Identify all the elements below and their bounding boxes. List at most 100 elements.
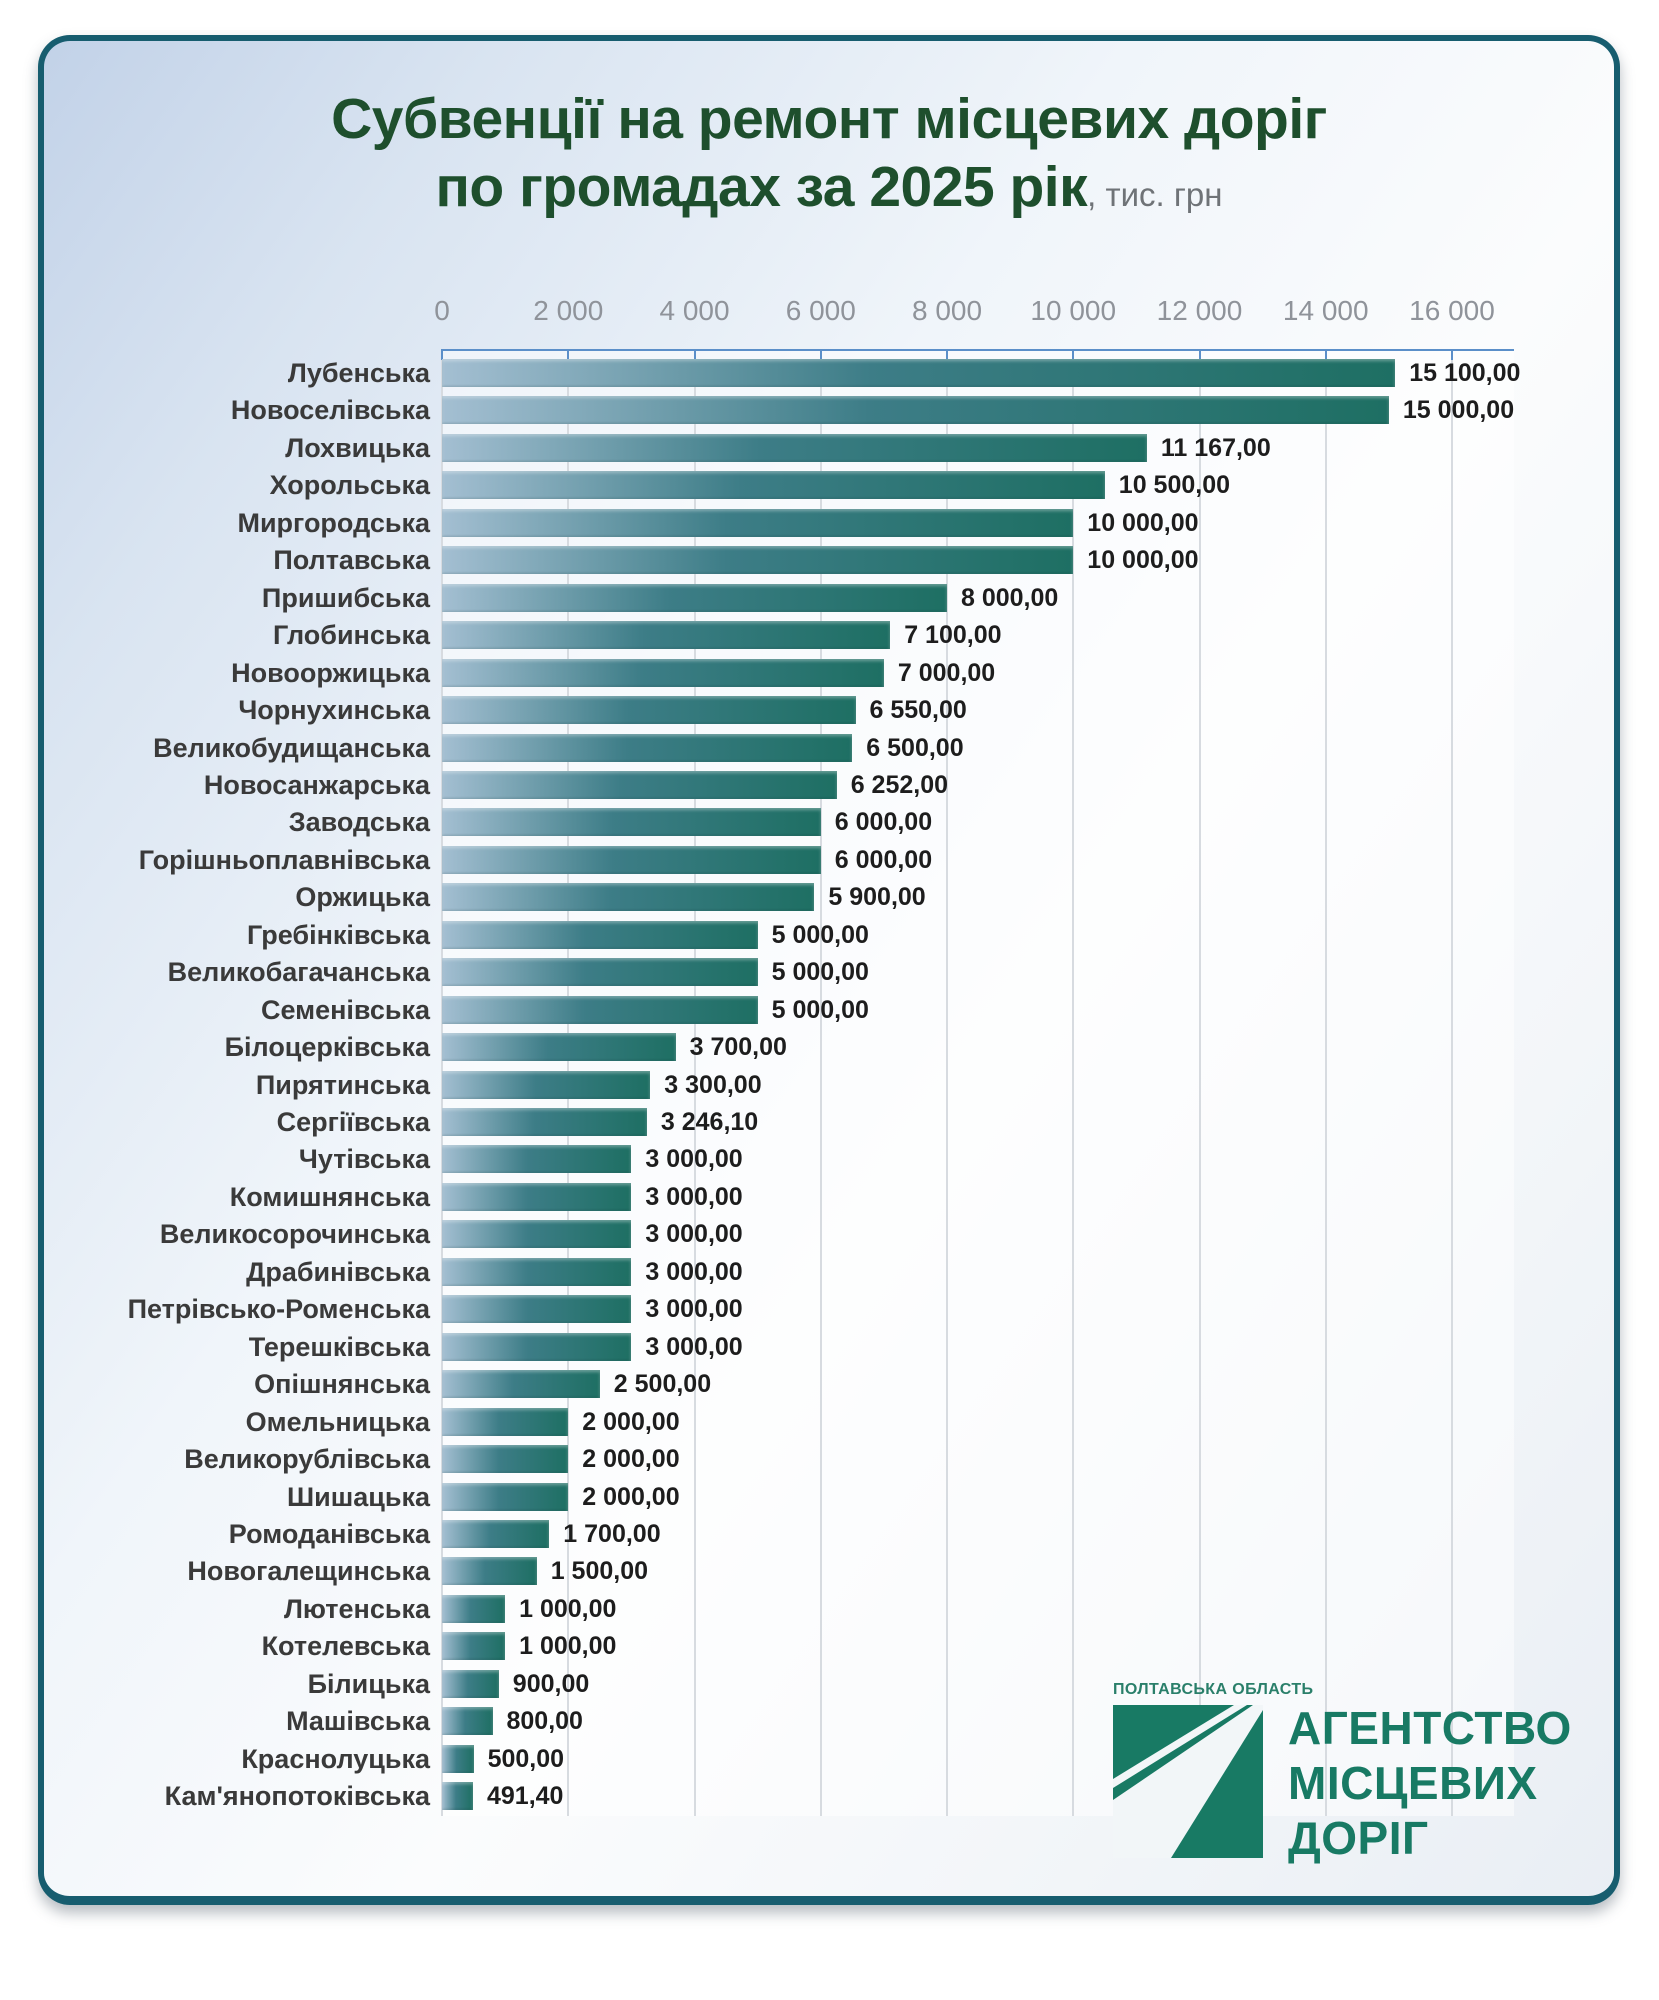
bar <box>442 509 1074 537</box>
x-axis-tick-label: 16 000 <box>1409 295 1495 326</box>
bar <box>442 1595 506 1623</box>
bar-row: Петрівсько-Роменська 3 000,00 <box>44 1294 1614 1324</box>
bar-row: Лохвицька 11 167,00 <box>44 433 1614 463</box>
x-gridline <box>819 351 822 1816</box>
bar-row: Сергіївська 3 246,10 <box>44 1107 1614 1137</box>
x-gridline <box>1451 351 1453 1816</box>
x-axis-tick-mark <box>441 349 443 360</box>
bar <box>442 359 1396 387</box>
bar-value-label: 6 000,00 <box>834 808 933 836</box>
x-gridline <box>1324 351 1327 1816</box>
bar-value-label: 3 000,00 <box>645 1333 743 1361</box>
bar-row: Чорнухинська 6 550,00 <box>44 695 1614 725</box>
bar <box>442 659 884 687</box>
bar-category-label: Гребінківська <box>246 920 430 950</box>
bar-row: Котелевська 1 000,00 <box>44 1631 1614 1661</box>
x-axis-tick-mark <box>1072 349 1075 360</box>
chart-card: Субвенції на ремонт місцевих доріг по гр… <box>38 35 1620 1905</box>
bar-row: Пирятинська 3 300,00 <box>44 1070 1614 1100</box>
bar-category-label: Заводська <box>288 807 430 837</box>
bar-value-label: 900,00 <box>512 1670 590 1698</box>
bar-value-label: 3 246,10 <box>660 1108 759 1136</box>
bar-category-label: Терешківська <box>248 1332 430 1362</box>
bar-row: Полтавська 10 000,00 <box>44 545 1614 575</box>
x-gridline <box>1072 351 1075 1816</box>
bar-category-label: Горішньоплавнівська <box>138 845 430 875</box>
bar-value-label: 3 000,00 <box>645 1145 743 1173</box>
bar <box>442 1220 632 1248</box>
bar <box>442 1782 473 1810</box>
bar-category-label: Новосанжарська <box>203 770 430 800</box>
x-gridline <box>1198 351 1201 1816</box>
bar <box>442 1745 474 1773</box>
bar-category-label: Білицька <box>307 1669 430 1699</box>
bar <box>442 1520 550 1548</box>
bar <box>442 471 1105 499</box>
bar-value-label: 1 000,00 <box>519 1595 617 1623</box>
x-axis-tick-label: 4 000 <box>659 295 730 326</box>
bar <box>442 1295 632 1323</box>
bar <box>442 434 1147 462</box>
x-axis-tick-mark <box>567 349 570 360</box>
bar-row: Семенівська 5 000,00 <box>44 995 1614 1025</box>
x-axis-tick-label: 2 000 <box>533 295 604 326</box>
bar-value-label: 10 000,00 <box>1087 509 1199 537</box>
bar-category-label: Кам'янопотоківська <box>164 1781 430 1811</box>
bar-row: Великобагачанська 5 000,00 <box>44 957 1614 987</box>
bar-value-label: 1 700,00 <box>563 1520 661 1548</box>
chart-title-line2: по громадах за 2025 рік <box>435 155 1088 220</box>
bar-row: Комишнянська 3 000,00 <box>44 1182 1614 1212</box>
bar <box>442 1483 569 1511</box>
bar-category-label: Великобагачанська <box>167 957 430 987</box>
bar-category-label: Драбинівська <box>246 1257 430 1287</box>
bar-category-label: Великобудищанська <box>153 733 430 763</box>
logo-road-icon <box>1113 1705 1263 1858</box>
x-axis-tick-mark <box>1324 349 1327 360</box>
x-axis-tick-label: 0 <box>434 295 450 326</box>
bar-category-label: Глобинська <box>273 620 430 650</box>
logo-agency-name-line1: АГЕНТСТВО <box>1288 1702 1572 1754</box>
bar-category-label: Чорнухинська <box>238 695 430 725</box>
bar-value-label: 6 500,00 <box>866 734 964 762</box>
bar <box>442 546 1074 574</box>
bar-value-label: 15 000,00 <box>1402 396 1515 424</box>
bar-category-label: Шишацька <box>287 1482 430 1512</box>
bar-row: Машівська 800,00 <box>44 1706 1614 1736</box>
bar-category-label: Комишнянська <box>229 1182 430 1212</box>
x-axis-tick-label: 12 000 <box>1156 295 1243 326</box>
bar <box>442 996 758 1024</box>
bar-value-label: 500,00 <box>487 1745 565 1773</box>
bar-category-label: Оржицька <box>295 882 430 912</box>
bar <box>442 396 1389 424</box>
x-axis-tick-mark <box>693 349 696 360</box>
bar-row: Глобинська 7 100,00 <box>44 620 1614 650</box>
bar-value-label: 491,40 <box>487 1782 564 1810</box>
bar-row: Новосанжарська 6 252,00 <box>44 770 1614 800</box>
bar-row: Великобудищанська 6 500,00 <box>44 733 1614 763</box>
bar-value-label: 2 500,00 <box>613 1370 712 1398</box>
bar-category-label: Новогалещинська <box>187 1556 430 1586</box>
bar-category-label: Омельницька <box>245 1407 430 1437</box>
bar <box>442 808 821 836</box>
bar-value-label: 800,00 <box>506 1707 583 1735</box>
bar <box>442 1557 537 1585</box>
bar-value-label: 11 167,00 <box>1160 434 1271 462</box>
bar-category-label: Пришибська <box>261 583 430 613</box>
x-axis-line <box>442 349 1514 351</box>
bar-category-label: Новооржицька <box>231 658 430 688</box>
bar <box>442 584 947 612</box>
bar <box>442 1071 651 1099</box>
bar-value-label: 5 000,00 <box>771 958 869 986</box>
bar-value-label: 6 550,00 <box>869 696 967 724</box>
bar-value-label: 3 000,00 <box>645 1295 743 1323</box>
bar-row: Омельницька 2 000,00 <box>44 1407 1614 1437</box>
bar-row: Ромоданівська 1 700,00 <box>44 1519 1614 1549</box>
bar-value-label: 5 000,00 <box>771 996 869 1024</box>
chart-title-unit: , тис. грн <box>1087 176 1223 214</box>
bar-row: Білицька 900,00 <box>44 1669 1614 1699</box>
bar-row: Новооржицька 7 000,00 <box>44 658 1614 688</box>
bar-row: Миргородська 10 000,00 <box>44 508 1614 538</box>
x-axis-tick-label: 6 000 <box>785 295 856 326</box>
bar-category-label: Опішнянська <box>254 1369 430 1399</box>
